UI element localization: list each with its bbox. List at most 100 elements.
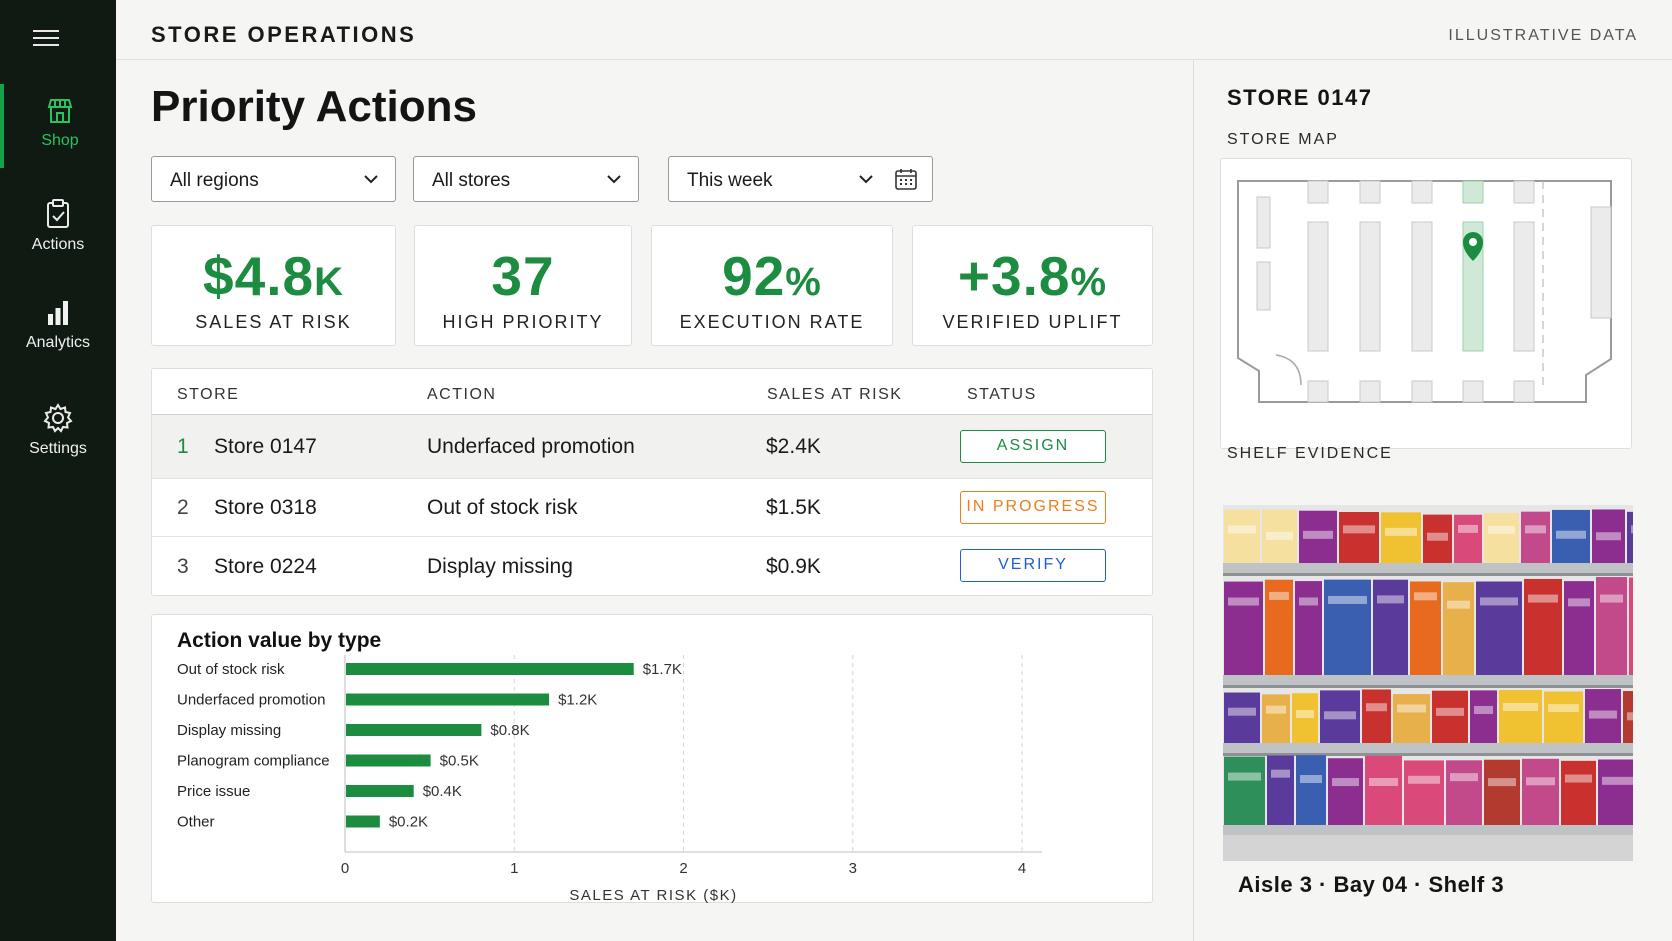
chevron-down-icon bbox=[364, 175, 378, 184]
bar-chart-icon bbox=[48, 301, 68, 325]
bar-value-label: $1.2K bbox=[558, 692, 597, 709]
x-tick-label: 2 bbox=[679, 860, 687, 877]
row-store: Store 0318 bbox=[214, 496, 317, 519]
x-tick-label: 4 bbox=[1018, 860, 1026, 877]
store-map[interactable] bbox=[1220, 158, 1632, 449]
row-divider bbox=[152, 536, 1152, 537]
column-header-status: STATUS bbox=[967, 386, 1037, 403]
category-label: Out of stock risk bbox=[177, 661, 285, 678]
table-row[interactable]: 3 Store 0224 Display missing $0.9K VERIF… bbox=[152, 537, 1152, 595]
kpi-label: SALES AT RISK bbox=[195, 312, 352, 332]
header-divider bbox=[152, 414, 1152, 415]
row-index: 3 bbox=[177, 555, 189, 578]
bar-value-label: $0.4K bbox=[423, 783, 462, 800]
kpi-execution-rate: 92% EXECUTION RATE bbox=[651, 225, 893, 346]
store-detail-panel: STORE 0147 STORE MAP bbox=[1193, 60, 1672, 941]
kpi-value: +3.8 bbox=[957, 245, 1071, 307]
table-row[interactable]: 1 Store 0147 Underfaced promotion $2.4K … bbox=[152, 415, 1152, 478]
kpi-label: HIGH PRIORITY bbox=[442, 312, 604, 332]
row-index: 2 bbox=[177, 496, 189, 519]
hamburger-menu-icon[interactable] bbox=[33, 28, 59, 48]
bar bbox=[346, 815, 380, 828]
kpi-value: $4.8 bbox=[203, 245, 315, 307]
sidebar-item-actions[interactable]: Actions bbox=[0, 186, 116, 270]
kpi-label: VERIFIED UPLIFT bbox=[942, 312, 1123, 332]
bar bbox=[346, 754, 431, 767]
sidebar-item-label: Shop bbox=[41, 132, 79, 149]
shelf-location: Aisle 3 · Bay 04 · Shelf 3 bbox=[1238, 872, 1505, 897]
top-bar: STORE OPERATIONS ILLUSTRATIVE DATA bbox=[116, 0, 1672, 60]
verify-button[interactable]: VERIFY bbox=[960, 549, 1106, 582]
row-sales: $0.9K bbox=[766, 555, 821, 578]
shelf-photo[interactable] bbox=[1223, 505, 1633, 861]
column-header-store: STORE bbox=[177, 386, 240, 403]
bar bbox=[346, 724, 482, 736]
column-header-sales: SALES AT RISK bbox=[767, 386, 903, 403]
row-action: Underfaced promotion bbox=[427, 435, 635, 458]
kpi-sales-at-risk: $4.8K SALES AT RISK bbox=[151, 225, 396, 346]
sidebar: Shop Actions Analytics Settings bbox=[0, 0, 116, 941]
chevron-down-icon bbox=[607, 175, 621, 184]
in-progress-button[interactable]: IN PROGRESS bbox=[960, 491, 1106, 524]
illustrative-data-note: ILLUSTRATIVE DATA bbox=[1448, 27, 1638, 44]
gear-icon bbox=[43, 403, 73, 433]
bar-value-label: $0.2K bbox=[389, 814, 428, 831]
bar-value-label: $0.8K bbox=[490, 722, 529, 739]
x-tick-label: 0 bbox=[341, 860, 349, 877]
shelf-evidence-label: SHELF EVIDENCE bbox=[1227, 445, 1393, 462]
table-row[interactable]: 2 Store 0318 Out of stock risk $1.5K IN … bbox=[152, 479, 1152, 536]
period-filter-value: This week bbox=[687, 170, 773, 191]
category-label: Price issue bbox=[177, 783, 250, 800]
row-divider bbox=[152, 478, 1152, 479]
sidebar-item-shop[interactable]: Shop bbox=[0, 84, 116, 168]
kpi-suffix: % bbox=[1070, 260, 1108, 304]
category-label: Other bbox=[177, 814, 215, 831]
action-value-chart-card: Action value by type 0 1 2 3 4 Out of stock r… bbox=[151, 614, 1153, 904]
calendar-icon[interactable] bbox=[894, 167, 918, 191]
category-label: Planogram compliance bbox=[177, 753, 330, 770]
bar bbox=[346, 693, 550, 706]
location-pin-icon bbox=[1463, 232, 1483, 261]
store-heading: STORE 0147 bbox=[1227, 85, 1373, 110]
region-filter-dropdown[interactable]: All regions bbox=[151, 156, 396, 202]
store-map-label: STORE MAP bbox=[1227, 131, 1339, 148]
sidebar-item-label: Settings bbox=[29, 440, 87, 457]
kpi-suffix: K bbox=[314, 260, 344, 304]
bar bbox=[346, 785, 414, 797]
bar-value-label: $0.5K bbox=[440, 753, 479, 770]
category-label: Display missing bbox=[177, 722, 281, 739]
x-axis-label: SALES AT RISK ($K) bbox=[569, 887, 737, 904]
kpi-value: 92 bbox=[722, 245, 786, 307]
row-action: Out of stock risk bbox=[427, 496, 578, 519]
row-store: Store 0224 bbox=[214, 555, 317, 578]
chevron-down-icon bbox=[859, 175, 873, 184]
region-filter-value: All regions bbox=[170, 170, 259, 191]
sidebar-item-analytics[interactable]: Analytics bbox=[0, 286, 116, 370]
store-filter-value: All stores bbox=[432, 170, 511, 191]
kpi-label: EXECUTION RATE bbox=[679, 312, 865, 332]
row-action: Display missing bbox=[427, 555, 573, 578]
sidebar-item-label: Actions bbox=[31, 236, 85, 253]
kpi-high-priority: 37 HIGH PRIORITY bbox=[414, 225, 632, 346]
page-title: Priority Actions bbox=[151, 82, 477, 131]
store-filter-dropdown[interactable]: All stores bbox=[413, 156, 639, 202]
kpi-verified-uplift: +3.8% VERIFIED UPLIFT bbox=[912, 225, 1153, 346]
period-filter-dropdown[interactable]: This week bbox=[668, 156, 933, 202]
store-icon bbox=[47, 99, 73, 123]
row-store: Store 0147 bbox=[214, 435, 317, 458]
column-header-action: ACTION bbox=[427, 386, 497, 403]
bar-value-label: $1.7K bbox=[643, 661, 682, 678]
row-sales: $1.5K bbox=[766, 496, 821, 519]
action-value-bar-chart: 0 1 2 3 4 Out of stock risk $1.7K Underfaced pr… bbox=[177, 655, 1042, 904]
app-title: STORE OPERATIONS bbox=[151, 22, 417, 47]
kpi-value: 37 bbox=[491, 245, 555, 307]
category-label: Underfaced promotion bbox=[177, 692, 325, 709]
sidebar-item-label: Analytics bbox=[25, 334, 91, 351]
kpi-suffix: % bbox=[785, 260, 822, 304]
row-sales: $2.4K bbox=[766, 435, 821, 458]
assign-button[interactable]: ASSIGN bbox=[960, 430, 1106, 463]
bar bbox=[346, 663, 634, 675]
row-index: 1 bbox=[177, 435, 189, 458]
sidebar-item-settings[interactable]: Settings bbox=[0, 390, 116, 474]
priority-actions-table: STORE ACTION SALES AT RISK STATUS 1 Stor… bbox=[151, 368, 1153, 596]
